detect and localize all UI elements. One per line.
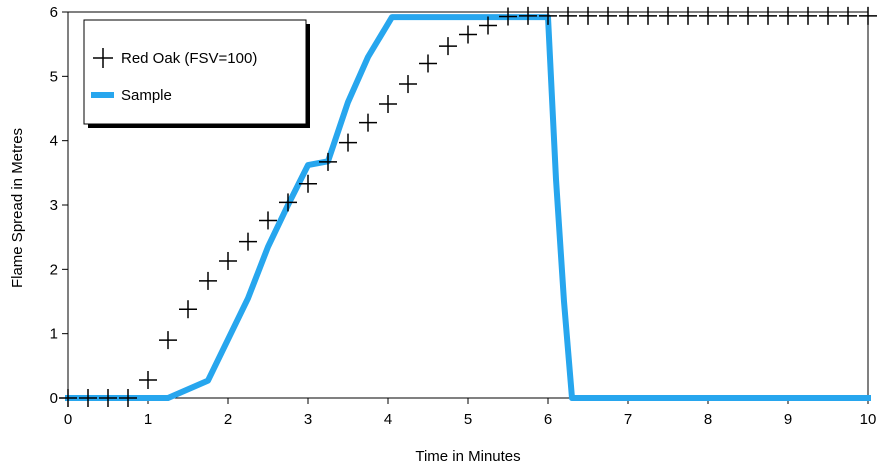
y-tick-label: 5 [50, 68, 58, 85]
red-oak-point [479, 16, 497, 35]
sample-line [65, 14, 871, 401]
red-oak-point [299, 174, 317, 193]
x-tick-label: 9 [784, 411, 792, 428]
red-oak-point [339, 133, 357, 152]
red-oak-point [419, 54, 437, 73]
red-oak-point [759, 6, 777, 25]
red-oak-point [459, 25, 477, 44]
red-oak-point [199, 271, 217, 290]
x-tick-label: 7 [624, 411, 632, 428]
red-oak-point [579, 6, 597, 25]
x-axis-title: Time in Minutes [415, 448, 520, 465]
red-oak-point [799, 6, 817, 25]
x-tick-label: 5 [464, 411, 472, 428]
y-axis-ticks: 0 1 2 3 4 5 6 [50, 4, 68, 407]
legend: Red Oak (FSV=100) Sample [83, 19, 310, 128]
x-tick-label: 3 [304, 411, 312, 428]
red-oak-point [119, 389, 137, 407]
legend-marker-red-oak [93, 48, 113, 68]
x-tick-label: 4 [384, 411, 392, 428]
red-oak-point [539, 6, 557, 25]
red-oak-point [359, 113, 377, 132]
red-oak-point [239, 232, 257, 251]
red-oak-point [699, 6, 717, 25]
y-tick-label: 3 [50, 197, 58, 214]
legend-label-sample: Sample [121, 87, 172, 104]
red-oak-point [79, 389, 97, 407]
legend-label-red-oak: Red Oak (FSV=100) [121, 50, 257, 67]
series-layer [59, 6, 877, 407]
red-oak-point [59, 389, 77, 407]
x-axis-ticks: 0 1 2 3 4 5 6 7 8 9 10 [64, 398, 877, 428]
red-oak-point [139, 370, 157, 389]
red-oak-point [779, 6, 797, 25]
x-tick-label: 1 [144, 411, 152, 428]
red-oak-point [719, 6, 737, 25]
red-oak-point [839, 6, 857, 25]
red-oak-point [679, 6, 697, 25]
x-tick-label: 10 [860, 411, 877, 428]
y-tick-label: 0 [50, 390, 58, 407]
y-tick-label: 6 [50, 4, 58, 21]
red-oak-point [179, 300, 197, 319]
x-tick-label: 2 [224, 411, 232, 428]
y-axis-title: Flame Spread in Metres [9, 128, 26, 288]
red-oak-point [859, 6, 877, 25]
red-oak-point [259, 211, 277, 230]
red-oak-point [279, 193, 297, 212]
red-oak-point [559, 6, 577, 25]
red-oak-point [159, 331, 177, 350]
red-oak-point [519, 6, 537, 25]
red-oak-point [219, 251, 237, 270]
red-oak-point [439, 37, 457, 56]
x-tick-label: 6 [544, 411, 552, 428]
x-tick-label: 8 [704, 411, 712, 428]
red-oak-point [99, 389, 117, 407]
red-oak-point [659, 6, 677, 25]
red-oak-point [819, 6, 837, 25]
red-oak-point [639, 6, 657, 25]
red-oak-point [619, 6, 637, 25]
y-tick-label: 1 [50, 326, 58, 343]
red-oak-point [599, 6, 617, 25]
red-oak-point [319, 152, 337, 171]
red-oak-point [739, 6, 757, 25]
legend-box [83, 19, 307, 125]
x-tick-label: 0 [64, 411, 72, 428]
red-oak-point [499, 7, 517, 26]
y-tick-label: 2 [50, 261, 58, 278]
red-oak-point [379, 94, 397, 113]
red-oak-point [399, 75, 417, 94]
y-tick-label: 4 [50, 133, 58, 150]
